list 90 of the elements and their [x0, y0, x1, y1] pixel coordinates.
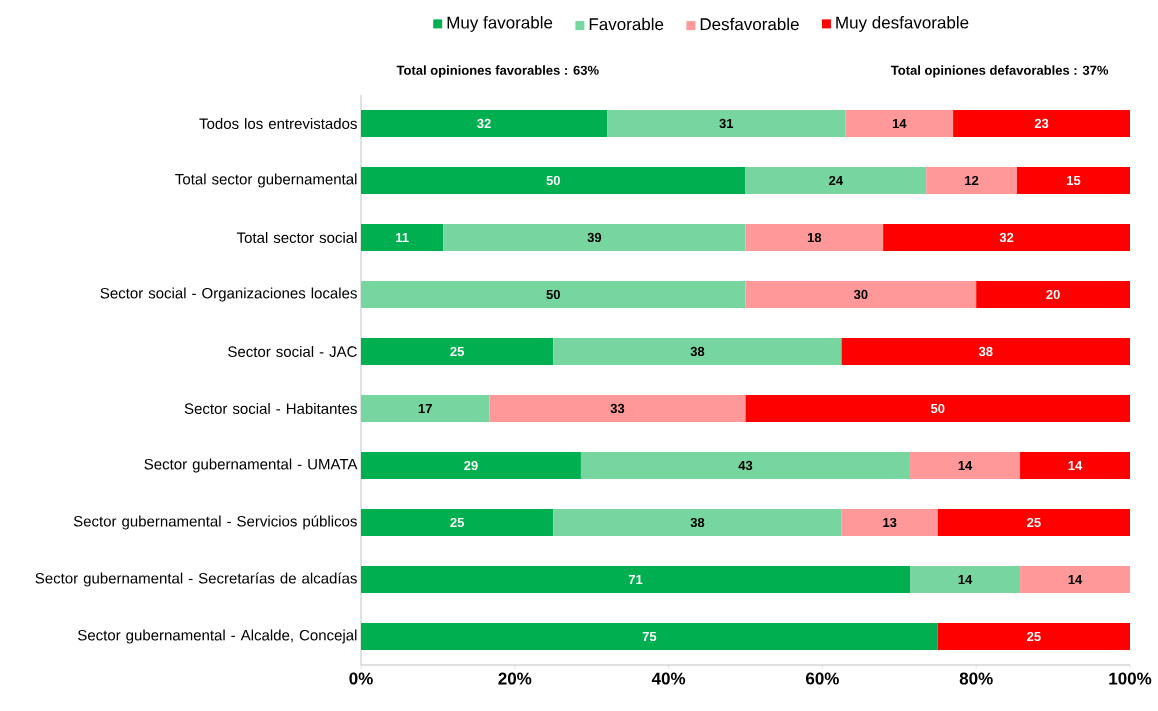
text: Total opiniones defavorables : 37% [890, 65, 1109, 78]
data-label: 13 [883, 517, 897, 528]
data-label: 43 [738, 460, 753, 471]
data-label: 15 [1067, 175, 1081, 186]
data-label: 38 [690, 346, 705, 357]
bar [443, 224, 746, 251]
data-label: 75 [642, 631, 657, 642]
bar [361, 452, 581, 479]
data-label: 14 [892, 119, 907, 128]
data-label: 25 [450, 517, 464, 528]
y-tick-label: Sector gubernamental - UMATA [144, 458, 358, 473]
data-label: 39 [587, 232, 602, 243]
y-tick-label: Sector gubernamental - Servicios públicos [73, 515, 357, 530]
y-tick-label: Sector gubernamental - Secretarías de alcadías [35, 572, 357, 587]
bar [976, 281, 1130, 308]
data-label: 17 [418, 404, 432, 413]
data-label: 30 [853, 289, 868, 300]
bar [1020, 452, 1130, 479]
legend-label: Muy desfavorable [836, 16, 969, 32]
bar [361, 566, 911, 593]
bar [910, 452, 1021, 479]
data-label: 24 [829, 175, 844, 186]
data-label: 23 [1034, 118, 1049, 129]
x-tick-label: 100% [1109, 672, 1152, 685]
bar [841, 509, 938, 536]
data-label: 50 [546, 175, 560, 186]
bar [361, 509, 554, 536]
data-label: 14 [1068, 575, 1083, 584]
data-label: 18 [807, 232, 822, 243]
bar [607, 110, 846, 137]
data-label: 50 [546, 289, 560, 300]
data-label: 33 [610, 403, 625, 414]
data-label: 11 [396, 233, 409, 242]
bar [361, 224, 444, 251]
data-label: 29 [464, 460, 478, 471]
data-label: 14 [958, 461, 973, 470]
bar [361, 338, 554, 365]
bar [845, 110, 954, 137]
bar [745, 395, 1130, 422]
data-label: 38 [978, 346, 993, 357]
data-label: 25 [450, 346, 464, 357]
data-label: 32 [477, 118, 491, 129]
y-tick-label: Sector gubernamental - Alcalde, Concejal [78, 629, 357, 644]
y-tick-label: Todos los entrevistados [199, 117, 357, 129]
bar [1020, 566, 1130, 593]
bar [953, 110, 1130, 137]
bar [489, 395, 746, 422]
data-label: 50 [930, 403, 945, 414]
bar [937, 509, 1130, 536]
x-tick-label: 40% [651, 672, 686, 685]
legend-label: Muy favorable [447, 16, 553, 32]
bar [361, 623, 938, 650]
x-tick-label: 80% [959, 672, 993, 685]
bar [361, 395, 490, 422]
data-label: 20 [1046, 289, 1060, 300]
data-label: 38 [690, 517, 705, 528]
bar [883, 224, 1130, 251]
data-label: 25 [1027, 631, 1041, 642]
bar [745, 224, 884, 251]
bar [841, 338, 1130, 365]
data-label: 25 [1027, 517, 1041, 528]
bar [937, 623, 1130, 650]
bar [745, 167, 927, 194]
bar [361, 167, 746, 194]
bar [745, 281, 977, 308]
bar [361, 110, 608, 137]
data-label: 14 [1068, 461, 1083, 470]
x-tick-label: 0% [349, 672, 373, 685]
y-tick-label: Sector social - JAC [228, 345, 357, 357]
data-label: 31 [719, 118, 734, 129]
data-label: 32 [999, 232, 1014, 243]
bar [361, 281, 746, 308]
legend-label: Desfavorable [700, 17, 799, 31]
bar [553, 338, 842, 365]
data-label: 14 [958, 575, 973, 584]
bar [580, 452, 911, 479]
text: Total opiniones favorables : 63% [396, 65, 599, 78]
y-tick-label: Sector social - Habitantes [184, 402, 357, 414]
x-tick-label: 20% [498, 672, 532, 685]
y-tick-label: Sector social - Organizaciones locales [100, 287, 357, 302]
data-label: 71 [628, 575, 643, 584]
legend-label: Favorable [589, 17, 664, 31]
y-tick-label: Total sector social [236, 231, 357, 243]
bar [1016, 167, 1130, 194]
bar [926, 167, 1017, 194]
bar [910, 566, 1021, 593]
y-tick-label: Total sector gubernamental [175, 173, 357, 188]
data-label: 12 [965, 175, 979, 186]
x-tick-label: 60% [806, 672, 839, 685]
bar [553, 509, 842, 536]
